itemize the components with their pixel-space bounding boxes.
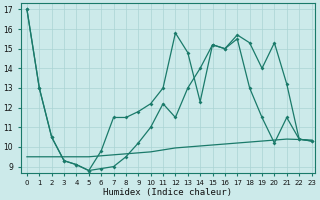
X-axis label: Humidex (Indice chaleur): Humidex (Indice chaleur) [103, 188, 232, 197]
